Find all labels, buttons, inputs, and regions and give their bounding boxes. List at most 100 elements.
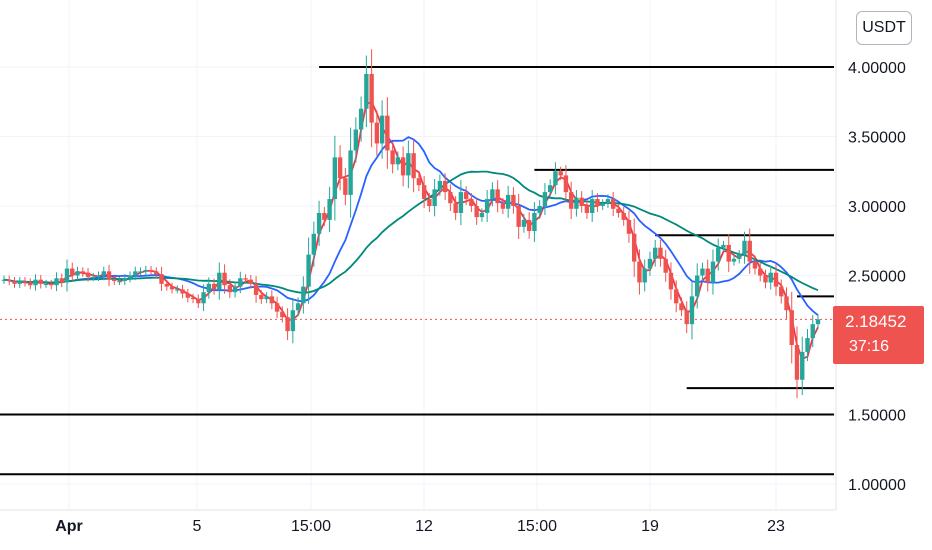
candle-body: [358, 108, 364, 130]
price-axis-labels[interactable]: 4.00000 3.50000 3.00000 2.50000 1.50000 1.000…: [848, 60, 906, 494]
candle-body: [558, 171, 563, 176]
candle-body: [432, 189, 437, 206]
candle: [642, 259, 647, 292]
candle-body: [154, 271, 159, 275]
candle-body: [458, 192, 464, 213]
candle: [437, 174, 443, 196]
candle-body: [17, 281, 22, 284]
price-tick-label: 2.50000: [848, 269, 906, 286]
candle-body: [610, 199, 616, 209]
candle-body: [463, 192, 469, 200]
candle: [269, 290, 275, 310]
time-axis-labels[interactable]: Apr 5 15:00 12 15:00 19 23: [55, 518, 785, 535]
candle-body: [133, 271, 138, 276]
time-tick-label: 12: [415, 518, 433, 535]
candle-body: [322, 212, 327, 220]
candle-body: [127, 275, 133, 279]
candle: [448, 184, 453, 212]
candle: [679, 297, 684, 317]
candle-body: [217, 272, 222, 290]
currency-button[interactable]: USDT: [856, 11, 912, 45]
candle: [610, 191, 616, 216]
candle-body: [427, 199, 432, 206]
candle-body: [54, 278, 59, 286]
candle: [574, 189, 579, 217]
candle: [148, 265, 154, 276]
candle: [595, 193, 600, 212]
candle: [721, 240, 726, 252]
candle: [547, 179, 553, 199]
candle: [737, 249, 742, 264]
candle: [364, 55, 369, 128]
candle-body: [138, 271, 143, 273]
candle-body: [584, 206, 590, 213]
candle: [526, 212, 532, 239]
candle-body: [327, 199, 332, 220]
candle-body: [274, 303, 280, 312]
candle: [117, 277, 122, 286]
candle: [175, 285, 180, 294]
candle: [17, 277, 22, 288]
candle-body: [773, 272, 779, 287]
candle: [600, 199, 605, 211]
candle: [70, 262, 75, 282]
candle-body: [348, 150, 353, 195]
candle-body: [238, 278, 243, 287]
candle-body: [605, 199, 611, 204]
candle-body: [332, 157, 338, 200]
candle: [385, 97, 390, 169]
candle-body: [700, 268, 705, 276]
candle: [663, 249, 668, 282]
candle-body: [737, 254, 742, 259]
candle: [810, 315, 815, 348]
candle: [505, 185, 511, 218]
candle: [301, 276, 306, 314]
candle: [369, 49, 374, 148]
candle: [621, 207, 626, 226]
candle-body: [516, 206, 521, 227]
candle: [274, 296, 280, 319]
candle-body: [112, 279, 117, 282]
candle-body: [85, 272, 91, 277]
candle-body: [511, 194, 516, 206]
candle-body: [148, 269, 154, 272]
candle-body: [1, 279, 7, 281]
candle-body: [542, 192, 548, 206]
candle: [253, 276, 259, 303]
candle: [553, 162, 558, 195]
candle-body: [70, 268, 75, 276]
candle: [800, 336, 805, 396]
candle: [316, 200, 322, 246]
candle: [747, 228, 752, 274]
candle-body: [600, 203, 605, 206]
price-tick-label: 3.50000: [848, 130, 906, 147]
candle-body: [484, 199, 490, 213]
candle-body: [726, 244, 731, 262]
candle-body: [169, 286, 175, 290]
candle: [453, 196, 458, 221]
candle-body: [400, 157, 406, 176]
candle-body: [64, 268, 70, 283]
bar-countdown: 37:16: [849, 338, 890, 355]
candle: [211, 278, 217, 295]
candle-body: [658, 247, 663, 259]
candle: [532, 202, 537, 242]
candle: [232, 281, 238, 298]
candle: [337, 145, 343, 191]
candle: [217, 262, 222, 300]
candle: [542, 183, 548, 216]
candle: [537, 200, 542, 219]
candle: [374, 110, 380, 156]
candle-body: [789, 310, 794, 345]
candle-body: [695, 275, 700, 297]
horizontal-level-lines[interactable]: [0, 66, 834, 476]
candle-body: [637, 261, 642, 283]
candle-body: [253, 283, 259, 295]
candle: [138, 267, 143, 276]
candle-body: [80, 271, 85, 273]
currency-label: USDT: [862, 19, 906, 36]
candle-body: [479, 212, 485, 218]
candle: [752, 255, 758, 275]
